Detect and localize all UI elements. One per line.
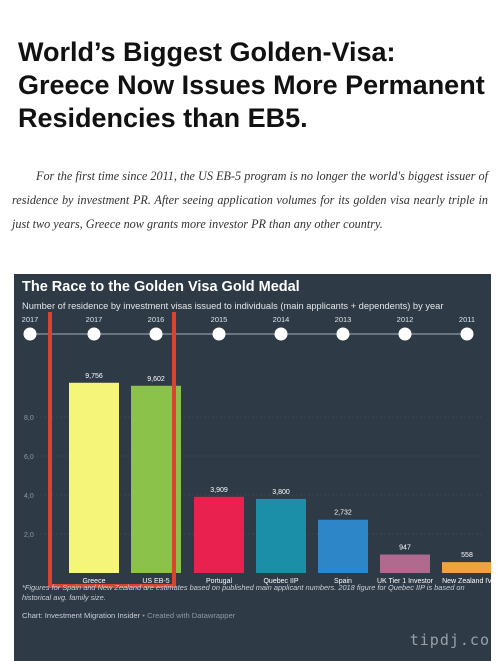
year-marker bbox=[149, 327, 163, 341]
y-tick-label: 2,0 bbox=[24, 532, 34, 539]
category-label: UK Tier 1 Investor bbox=[377, 578, 434, 585]
year-label: 2016 bbox=[148, 315, 165, 324]
category-label: New Zealand IV bbox=[442, 578, 491, 585]
highlight-box bbox=[48, 312, 176, 588]
chart-title: The Race to the Golden Visa Gold Medal bbox=[22, 279, 300, 295]
bar bbox=[69, 382, 119, 573]
bar-chart: 2,0 4,0 6,0 8,0 2017 2017 2016 2015 2014 2013 2012… bbox=[22, 312, 491, 588]
article-lede: For the first time since 2011, the US EB… bbox=[12, 169, 488, 231]
y-tick-label: 6,0 bbox=[24, 454, 34, 461]
chart-credit-tool: • Created with Datawrapper bbox=[140, 611, 236, 620]
year-label: 2013 bbox=[335, 315, 352, 324]
category-label: Spain bbox=[334, 578, 352, 585]
year-marker bbox=[23, 327, 37, 341]
year-label: 2017 bbox=[86, 315, 103, 324]
bar-value-label: 558 bbox=[461, 552, 473, 559]
category-label: US EB-5 bbox=[142, 578, 169, 585]
year-marker bbox=[336, 327, 350, 341]
bar bbox=[442, 562, 491, 573]
category-label: Quebec IIP bbox=[263, 578, 298, 585]
year-marker bbox=[212, 327, 226, 341]
watermark-text: tipdj.co bbox=[409, 631, 490, 649]
y-tick-label: 4,0 bbox=[24, 493, 34, 500]
chart-panel: The Race to the Golden Visa Gold Medal N… bbox=[14, 274, 491, 661]
year-marker bbox=[87, 327, 101, 341]
year-label: 2015 bbox=[211, 315, 228, 324]
bar bbox=[380, 554, 430, 573]
category-label: Greece bbox=[83, 578, 106, 585]
year-label: 2014 bbox=[273, 315, 290, 324]
chart-subtitle: Number of residence by investment visas … bbox=[22, 301, 444, 311]
bar-value-label: 9,756 bbox=[85, 373, 103, 380]
bar-value-label: 9,602 bbox=[147, 376, 165, 383]
bar-value-label: 3,909 bbox=[210, 487, 228, 494]
year-label: 2012 bbox=[397, 315, 414, 324]
chart-footnote: *Figures for Spain and New Zealand are e… bbox=[22, 583, 465, 602]
year-marker bbox=[398, 327, 412, 341]
chart-credit-source: Chart: Investment Migration Insider bbox=[22, 611, 141, 620]
bar bbox=[318, 519, 368, 573]
bar bbox=[256, 498, 306, 573]
bar-value-label: 947 bbox=[399, 545, 411, 552]
bar bbox=[194, 496, 244, 573]
year-label: 2017 bbox=[22, 315, 39, 324]
category-label: Portugal bbox=[206, 578, 233, 585]
bar-value-label: 3,800 bbox=[272, 489, 290, 496]
chart-credit: Chart: Investment Migration Insider • Cr… bbox=[22, 611, 235, 620]
year-label: 2011 bbox=[459, 315, 475, 324]
year-marker bbox=[460, 327, 474, 341]
y-tick-label: 8,0 bbox=[24, 415, 34, 422]
bar-value-label: 2,732 bbox=[334, 510, 352, 517]
article-headline: World’s Biggest Golden-Visa: Greece Now … bbox=[18, 37, 485, 133]
year-marker bbox=[274, 327, 288, 341]
